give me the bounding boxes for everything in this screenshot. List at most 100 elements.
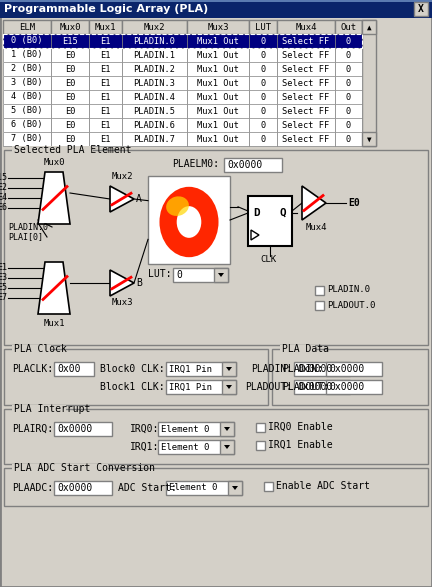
Bar: [315, 301, 324, 310]
Bar: [51, 132, 89, 146]
Bar: [0, 0, 432, 18]
Text: PLADIN.7: PLADIN.7: [133, 134, 175, 143]
Bar: [122, 90, 187, 104]
Text: 4 (B0): 4 (B0): [11, 93, 43, 102]
Text: Mux1: Mux1: [95, 22, 116, 32]
Text: 0x00: 0x00: [57, 364, 80, 374]
Bar: [4, 468, 428, 506]
Ellipse shape: [167, 195, 211, 249]
Text: 0: 0: [346, 36, 351, 46]
Text: 0x0000: 0x0000: [297, 382, 332, 392]
Bar: [54, 422, 112, 436]
Bar: [220, 440, 234, 454]
Bar: [54, 362, 94, 376]
Bar: [51, 34, 89, 48]
Bar: [187, 132, 249, 146]
Text: IRQ0 Enable: IRQ0 Enable: [268, 422, 333, 432]
Ellipse shape: [177, 206, 201, 238]
Text: Mux1 Out: Mux1 Out: [197, 106, 239, 116]
Ellipse shape: [177, 208, 201, 236]
Bar: [3, 34, 362, 48]
Text: Mux0: Mux0: [59, 22, 81, 32]
Text: Select FF: Select FF: [283, 106, 330, 116]
Text: E15: E15: [62, 36, 78, 46]
Bar: [187, 90, 249, 104]
Text: 0: 0: [346, 134, 351, 143]
Bar: [89, 132, 122, 146]
Bar: [228, 481, 242, 495]
Bar: [249, 118, 277, 132]
Ellipse shape: [180, 211, 198, 233]
Polygon shape: [110, 186, 134, 212]
Text: 0: 0: [346, 50, 351, 59]
Text: 1 (B0): 1 (B0): [11, 50, 43, 59]
Bar: [335, 118, 362, 132]
Text: E1: E1: [0, 264, 7, 272]
Ellipse shape: [164, 193, 214, 252]
Text: PLADIN.4: PLADIN.4: [133, 93, 175, 102]
Bar: [3, 48, 362, 62]
Bar: [148, 176, 230, 264]
Bar: [277, 62, 335, 76]
Ellipse shape: [176, 207, 202, 238]
Text: PLADIN.0: PLADIN.0: [133, 36, 175, 46]
Bar: [12, 405, 66, 413]
Text: A: A: [136, 194, 142, 204]
Ellipse shape: [188, 221, 190, 224]
Text: E1: E1: [100, 50, 111, 59]
Text: Enable ADC Start: Enable ADC Start: [276, 481, 370, 491]
Bar: [89, 20, 122, 34]
Ellipse shape: [162, 190, 216, 254]
Polygon shape: [302, 186, 326, 220]
Bar: [89, 90, 122, 104]
Text: E2: E2: [0, 184, 7, 193]
Bar: [3, 76, 51, 90]
Bar: [3, 104, 362, 118]
Text: LUT:: LUT:: [148, 269, 172, 279]
Text: PLAELM0:: PLAELM0:: [172, 159, 219, 169]
Bar: [277, 76, 335, 90]
Ellipse shape: [175, 205, 203, 239]
Text: PLADIN:: PLADIN:: [251, 364, 292, 374]
Text: Select FF: Select FF: [283, 65, 330, 73]
Text: 0: 0: [260, 79, 266, 87]
Polygon shape: [38, 262, 70, 314]
Text: E0: E0: [65, 93, 75, 102]
Bar: [4, 349, 268, 405]
Text: 0x0000: 0x0000: [297, 364, 332, 374]
Text: PLADOUT.0: PLADOUT.0: [327, 301, 375, 309]
Text: Block1 CLK:: Block1 CLK:: [100, 382, 165, 392]
Bar: [51, 76, 89, 90]
Polygon shape: [224, 427, 230, 431]
Text: Out: Out: [340, 22, 356, 32]
Text: PLA Clock: PLA Clock: [14, 344, 67, 354]
Ellipse shape: [161, 188, 217, 256]
Text: ADC Start:: ADC Start:: [118, 483, 177, 493]
Bar: [256, 423, 265, 432]
Text: 2 (B0): 2 (B0): [11, 65, 43, 73]
Bar: [3, 34, 51, 48]
Text: 0: 0: [346, 65, 351, 73]
Text: E6: E6: [0, 204, 7, 212]
Text: Element 0: Element 0: [169, 484, 217, 492]
Text: 0: 0: [346, 106, 351, 116]
Bar: [187, 34, 249, 48]
Bar: [335, 20, 362, 34]
Bar: [187, 104, 249, 118]
Bar: [51, 62, 89, 76]
Ellipse shape: [187, 219, 191, 225]
Bar: [335, 90, 362, 104]
Bar: [277, 118, 335, 132]
Text: 0: 0: [346, 93, 351, 102]
Bar: [277, 48, 335, 62]
Text: 0x0000: 0x0000: [329, 364, 364, 374]
Text: E0: E0: [65, 120, 75, 130]
Text: E1: E1: [100, 65, 111, 73]
Bar: [335, 34, 362, 48]
Text: 6 (B0): 6 (B0): [11, 120, 43, 130]
Ellipse shape: [169, 198, 209, 246]
Ellipse shape: [171, 201, 206, 243]
Bar: [3, 34, 362, 48]
Text: 0: 0: [260, 120, 266, 130]
Text: Mux4: Mux4: [306, 223, 327, 232]
